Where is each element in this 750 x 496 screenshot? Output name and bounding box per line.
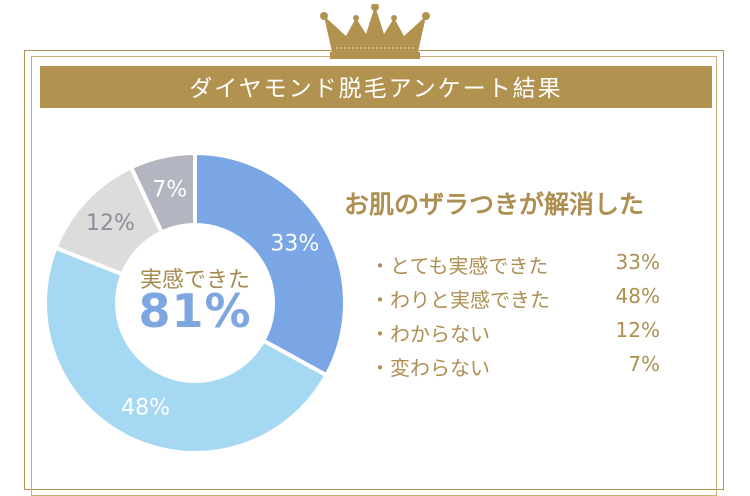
chart-subtitle: お肌のザラつきが解消した (344, 190, 645, 219)
legend-pct: 12% (615, 318, 660, 342)
slice-nochange (128, 150, 197, 236)
legend-pct: 7% (628, 352, 660, 376)
legend-pct: 33% (615, 250, 660, 274)
legend-row-very: ・とても実感できた 33% (370, 250, 660, 284)
legend-label: ・わりと実感できた (370, 288, 550, 312)
slice-fairly (43, 245, 330, 455)
legend: ・とても実感できた 33% ・わりと実感できた 48% ・わからない 12% ・… (370, 250, 660, 386)
legend-label: ・とても実感できた (370, 254, 549, 278)
center-value: 81% (138, 284, 252, 338)
crown-icon (320, 4, 430, 59)
legend-row-unsure: ・わからない 12% (370, 318, 660, 352)
legend-row-fairly: ・わりと実感できた 48% (370, 284, 660, 318)
slice-label-fairly: 48% (121, 395, 170, 420)
legend-row-nochange: ・変わらない 7% (370, 352, 660, 386)
legend-pct: 48% (615, 284, 660, 308)
legend-label: ・変わらない (370, 356, 490, 380)
slice-label-unsure: 12% (86, 211, 135, 236)
donut-chart: 33% 48% 12% 7% (43, 150, 347, 455)
legend-label: ・わからない (370, 322, 490, 346)
slice-very (193, 150, 347, 378)
slice-label-very: 33% (270, 231, 319, 256)
center-label: 実感できた (139, 268, 250, 293)
slice-label-nochange: 7% (152, 177, 187, 202)
survey-title-banner: ダイヤモンド脱毛アンケート結果 (40, 66, 712, 108)
